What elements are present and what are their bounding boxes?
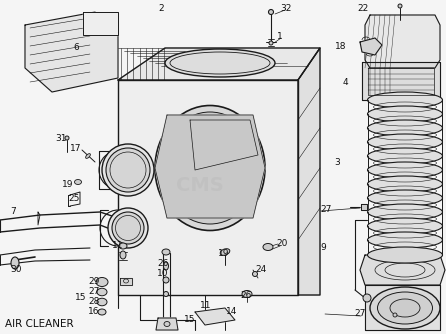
Ellipse shape — [162, 249, 170, 255]
Polygon shape — [365, 15, 440, 68]
Ellipse shape — [242, 291, 252, 298]
Text: 26: 26 — [240, 292, 252, 301]
Ellipse shape — [112, 212, 144, 244]
Text: 16: 16 — [88, 308, 99, 317]
Ellipse shape — [390, 299, 420, 317]
Ellipse shape — [164, 292, 169, 297]
Polygon shape — [298, 48, 320, 295]
Polygon shape — [360, 255, 445, 285]
Ellipse shape — [368, 120, 442, 136]
Text: 15: 15 — [75, 294, 87, 303]
Ellipse shape — [368, 190, 442, 206]
Text: 18: 18 — [335, 41, 347, 50]
Text: 3: 3 — [334, 158, 340, 167]
Text: 27: 27 — [88, 288, 99, 297]
Polygon shape — [156, 318, 178, 330]
Ellipse shape — [363, 294, 371, 302]
Ellipse shape — [268, 9, 273, 14]
Ellipse shape — [102, 144, 154, 196]
Text: 7: 7 — [10, 207, 16, 216]
Ellipse shape — [155, 106, 265, 230]
Ellipse shape — [97, 288, 107, 296]
Ellipse shape — [165, 49, 275, 77]
Text: 17: 17 — [70, 144, 82, 153]
Polygon shape — [83, 12, 118, 35]
Ellipse shape — [98, 309, 106, 315]
Ellipse shape — [398, 4, 402, 8]
Text: AIR CLEANER: AIR CLEANER — [5, 319, 74, 329]
Ellipse shape — [252, 272, 257, 277]
Text: 6: 6 — [73, 42, 79, 51]
Text: CMS: CMS — [176, 175, 224, 194]
Text: 30: 30 — [10, 266, 21, 275]
Ellipse shape — [161, 112, 259, 224]
Text: 10: 10 — [157, 269, 169, 278]
Ellipse shape — [220, 249, 230, 255]
Ellipse shape — [368, 232, 442, 248]
Polygon shape — [360, 38, 382, 55]
Ellipse shape — [65, 136, 69, 140]
Ellipse shape — [119, 243, 127, 249]
Text: 1: 1 — [277, 31, 283, 40]
Ellipse shape — [108, 208, 148, 248]
Polygon shape — [362, 62, 440, 100]
Ellipse shape — [163, 277, 169, 283]
Ellipse shape — [86, 154, 91, 158]
Ellipse shape — [368, 176, 442, 192]
Ellipse shape — [370, 287, 440, 329]
Text: 15: 15 — [184, 315, 195, 324]
Ellipse shape — [377, 292, 433, 324]
Polygon shape — [361, 204, 367, 210]
Text: 11: 11 — [112, 241, 124, 250]
Ellipse shape — [164, 262, 169, 270]
Text: 4: 4 — [343, 77, 349, 87]
Text: 27: 27 — [354, 309, 365, 318]
Text: 31: 31 — [55, 134, 66, 143]
Text: 2: 2 — [158, 3, 164, 12]
Text: 27: 27 — [320, 205, 331, 214]
Ellipse shape — [164, 322, 170, 327]
Text: 20: 20 — [276, 239, 287, 248]
Polygon shape — [155, 115, 265, 218]
Ellipse shape — [97, 298, 107, 306]
Ellipse shape — [269, 41, 273, 45]
Ellipse shape — [368, 204, 442, 220]
Ellipse shape — [96, 278, 108, 287]
Text: 29: 29 — [88, 278, 99, 287]
Ellipse shape — [368, 106, 442, 122]
Text: 19: 19 — [62, 179, 74, 188]
Ellipse shape — [74, 179, 82, 184]
Text: 19: 19 — [218, 249, 230, 259]
Ellipse shape — [368, 162, 442, 178]
Text: 22: 22 — [357, 3, 368, 12]
Polygon shape — [25, 12, 118, 92]
Text: 26: 26 — [157, 259, 169, 268]
Ellipse shape — [368, 218, 442, 234]
Ellipse shape — [368, 92, 442, 108]
Ellipse shape — [393, 313, 397, 317]
Text: 11: 11 — [200, 301, 211, 310]
Ellipse shape — [106, 148, 150, 192]
Ellipse shape — [368, 247, 442, 263]
Ellipse shape — [120, 251, 126, 259]
Ellipse shape — [263, 243, 273, 250]
Text: 28: 28 — [88, 298, 99, 307]
Ellipse shape — [11, 257, 19, 269]
Text: 25: 25 — [68, 193, 79, 202]
Text: 14: 14 — [226, 308, 237, 317]
Polygon shape — [118, 48, 320, 80]
Polygon shape — [365, 285, 440, 330]
Polygon shape — [195, 308, 235, 325]
Text: 24: 24 — [255, 266, 266, 275]
Ellipse shape — [368, 134, 442, 150]
Polygon shape — [118, 80, 298, 295]
Text: 9: 9 — [320, 242, 326, 252]
Text: 32: 32 — [280, 3, 291, 12]
Polygon shape — [120, 278, 132, 285]
Ellipse shape — [368, 148, 442, 164]
